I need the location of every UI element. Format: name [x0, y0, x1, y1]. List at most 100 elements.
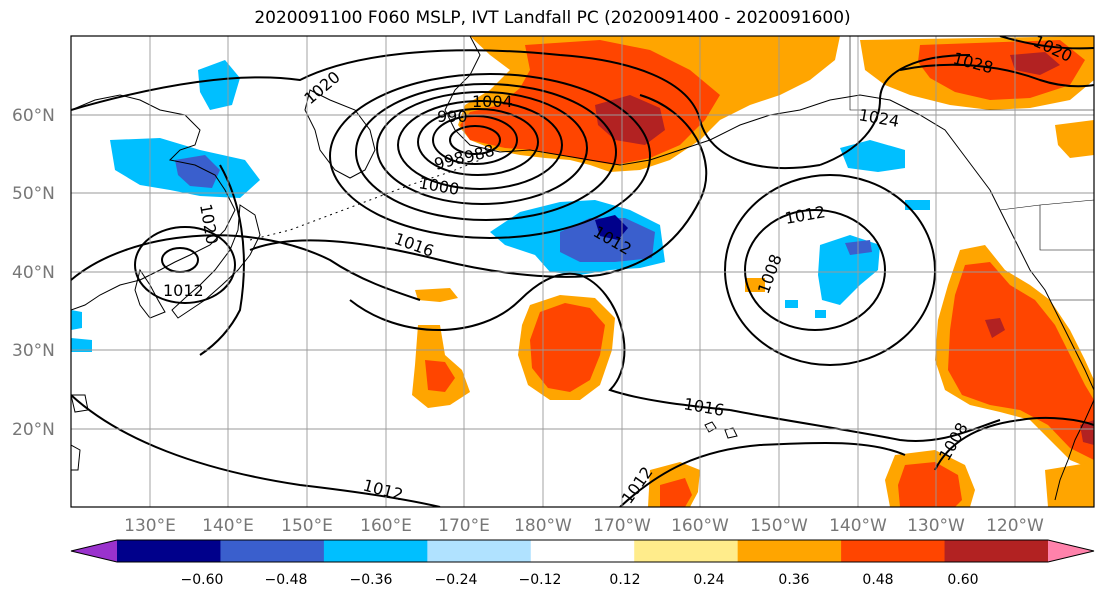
lon-label-150E: 150°E — [281, 516, 333, 536]
lon-label-160E: 160°E — [360, 516, 412, 536]
ivt-patch-tiny-orange — [745, 278, 765, 292]
ivt-negative-shading — [71, 60, 930, 352]
colorbar-tick-label: 0.24 — [693, 572, 724, 588]
isobar-1016-central — [349, 272, 731, 411]
lat-label-60N: 60°N — [12, 106, 55, 126]
isobar-japan-1012 — [134, 226, 236, 304]
ivt-patch-gulf-blue — [840, 140, 905, 172]
isobar-label: 1004 — [472, 92, 513, 111]
isobar-1008-se — [934, 416, 1094, 471]
isobar-1020-ne — [999, 36, 1094, 50]
lat-label-20N: 20°N — [12, 420, 55, 440]
ivt-patch-alaska-darkred — [595, 95, 665, 145]
isobar-label: 990 — [437, 107, 468, 126]
isobar-low-992 — [432, 115, 518, 165]
isobar-low-east-1008 — [744, 209, 886, 331]
isobar-low-1000 — [397, 100, 563, 190]
colorbar-segment — [220, 540, 325, 562]
lon-label-180W: 180°W — [514, 516, 572, 536]
isobar-low-east-1012 — [724, 174, 936, 366]
colorbar-segments — [71, 540, 1094, 562]
isobar-1020-north — [71, 49, 821, 169]
colorbar-segment — [530, 540, 635, 562]
ivt-patch-se-red — [898, 462, 962, 507]
isobars — [71, 36, 1094, 507]
colorbar-tick-label: −0.60 — [181, 572, 224, 588]
isobar-1016-north — [249, 94, 708, 278]
colorbar-segment — [944, 540, 1049, 562]
colorbar-extend-min — [71, 540, 117, 562]
longitude-labels: 130°E 140°E 150°E 160°E 170°E 180°W 170°… — [124, 516, 1044, 536]
isobar-low-1008 — [355, 83, 617, 221]
colorbar-tick-label: −0.24 — [435, 572, 478, 588]
lon-label-160W: 160°W — [671, 516, 729, 536]
isobar-low-996 — [417, 108, 539, 176]
lat-label-40N: 40°N — [12, 263, 55, 283]
colorbar-segment — [427, 540, 532, 562]
lon-label-130W: 130°W — [907, 516, 965, 536]
ivt-patch-ne-darkred — [1010, 52, 1060, 75]
colorbar: −0.60 −0.48 −0.36 −0.24 −0.12 0.12 0.24 … — [70, 539, 1095, 588]
isobar-low-1004 — [376, 91, 588, 205]
figure-title: 2020091100 F060 MSLP, IVT Landfall PC (2… — [254, 8, 851, 28]
isobar-1012-se — [619, 441, 906, 507]
isobar-1028-ne — [899, 63, 1094, 88]
isobar-label: 1012 — [163, 281, 204, 300]
ivt-patch-westcoast-darkred2 — [1080, 420, 1094, 445]
lon-label-140W: 140°W — [829, 516, 887, 536]
lat-label-50N: 50°N — [12, 184, 55, 204]
lat-label-30N: 30°N — [12, 341, 55, 361]
ivt-patch-central-red — [530, 303, 605, 392]
lon-label-150W: 150°W — [750, 516, 808, 536]
ivt-patch-tiny-blue — [785, 300, 826, 318]
colorbar-tick-label: −0.12 — [519, 572, 562, 588]
ivt-patch-small-orange — [415, 288, 458, 302]
isobar-1012-south — [71, 394, 441, 507]
colorbar-segment — [841, 540, 946, 562]
ivt-patch-small-blue — [905, 200, 930, 210]
colorbar-segment — [323, 540, 428, 562]
ivt-patch-westcoast-red — [948, 262, 1094, 460]
coastline-asia — [71, 94, 236, 311]
isobar-low-1012 — [329, 73, 651, 239]
ivt-patch-west-red — [425, 360, 455, 392]
colorbar-tick-label: 0.60 — [947, 572, 978, 588]
coastline-korea — [134, 268, 166, 319]
ivt-patch-central-navy — [595, 215, 628, 240]
lon-label-170E: 170°E — [438, 516, 490, 536]
ivt-patch-westcoast-darkred — [985, 318, 1005, 338]
lon-label-120W: 120°W — [986, 516, 1044, 536]
border-canada-us — [849, 36, 1094, 111]
ivt-patch-se2-orange — [1045, 462, 1094, 507]
ivt-patch-central-royal — [560, 218, 655, 262]
colorbar-segment — [117, 540, 221, 562]
colorbar-ticks: −0.60 −0.48 −0.36 −0.24 −0.12 0.12 0.24 … — [181, 572, 979, 588]
lon-label-170W: 170°W — [593, 516, 651, 536]
colorbar-tick-label: −0.48 — [265, 572, 308, 588]
ivt-patch-kamchatka-blue — [198, 60, 240, 110]
colorbar-tick-label: 0.48 — [862, 572, 893, 588]
colorbar-tick-label: −0.36 — [350, 572, 393, 588]
map-panel: 1020 1004 990 998 988 1000 1016 1012 100… — [12, 35, 1095, 536]
ivt-patch-west-edge-blue — [71, 310, 92, 352]
colorbar-outline — [70, 539, 1095, 563]
lon-label-140E: 140°E — [202, 516, 254, 536]
colorbar-tick-label: 0.12 — [609, 572, 640, 588]
coastline-alaska — [444, 36, 1001, 211]
borders — [849, 36, 1094, 301]
isobar-low-988 — [449, 125, 501, 155]
latitude-labels: 20°N 30°N 40°N 50°N 60°N — [12, 106, 55, 440]
map-frame — [70, 35, 1095, 508]
ivt-patch-s-red — [660, 478, 692, 507]
border-us-states — [1039, 205, 1094, 301]
colorbar-tick-label: 0.36 — [778, 572, 809, 588]
isobar-1024-ne — [819, 54, 971, 166]
gridlines — [71, 36, 1094, 507]
coastline-kamchatka — [304, 89, 376, 179]
colorbar-segment — [737, 540, 842, 562]
lon-label-130E: 130°E — [124, 516, 176, 536]
isobar-1016-south — [729, 409, 1001, 442]
ivt-patch-east-royal — [845, 240, 872, 255]
coastline-baja — [1054, 399, 1094, 501]
